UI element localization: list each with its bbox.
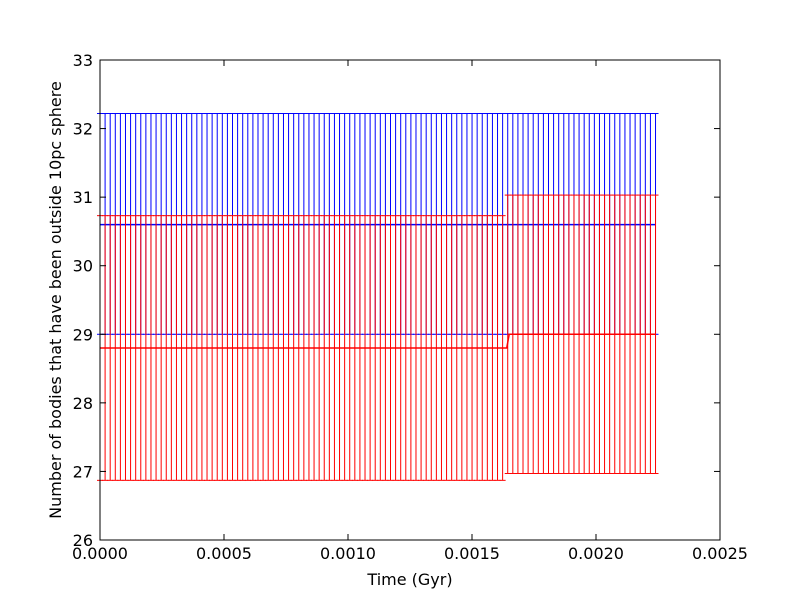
x-tick-label-3: 0.0015 bbox=[444, 544, 500, 563]
x-tick-label-5: 0.0025 bbox=[692, 544, 748, 563]
y-axis-label: Number of bodies that have been outside … bbox=[46, 81, 65, 519]
y-tick-label-6: 32 bbox=[73, 120, 93, 139]
y-tick-label-5: 31 bbox=[73, 188, 93, 207]
x-axis-label: Time (Gyr) bbox=[366, 570, 452, 589]
y-tick-label-3: 29 bbox=[73, 325, 93, 344]
x-tick-label-2: 0.0010 bbox=[320, 544, 376, 563]
plot-frame bbox=[99, 59, 721, 541]
y-tick-label-2: 28 bbox=[73, 394, 93, 413]
series-line-1 bbox=[100, 333, 656, 349]
y-tick-label-1: 27 bbox=[73, 462, 93, 481]
x-tick-label-1: 0.0005 bbox=[196, 544, 252, 563]
x-tick-label-4: 0.0020 bbox=[568, 544, 624, 563]
plot-area bbox=[97, 112, 659, 481]
y-tick-label-7: 33 bbox=[73, 51, 93, 70]
y-tick-label-4: 30 bbox=[73, 257, 93, 276]
y-tick-label-0: 26 bbox=[73, 531, 93, 550]
x-tick-label-0: 0.0000 bbox=[72, 544, 128, 563]
axis-ticks: 0.0000 0.0005 0.0010 0.0015 0.0020 0.0025 26 27… bbox=[72, 51, 748, 563]
series-1 bbox=[97, 194, 659, 481]
